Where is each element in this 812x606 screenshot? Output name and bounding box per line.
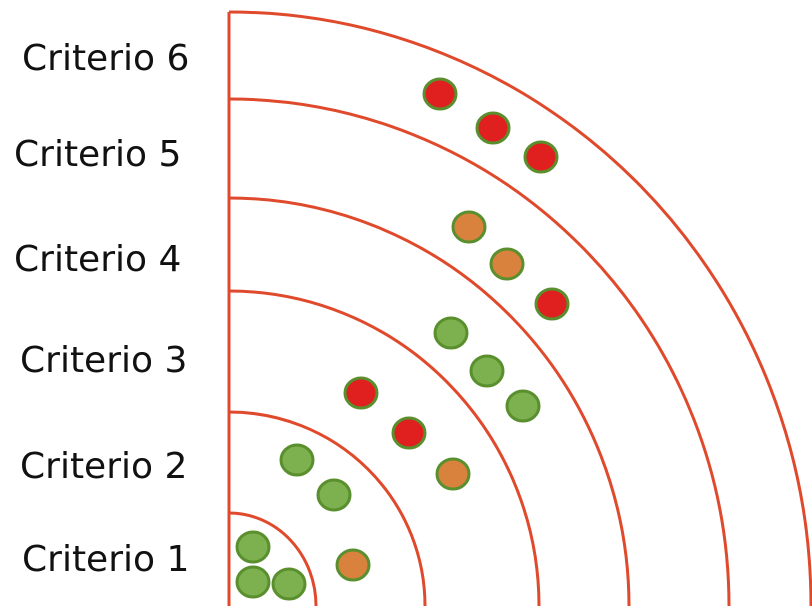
- ring-criterio-6: [228, 10, 812, 606]
- ring-criterio-1: [228, 511, 318, 606]
- dot-green-criterio-1: [271, 567, 307, 601]
- dot-green-criterio-3: [505, 389, 541, 423]
- criterio-1-label: Criterio 1: [22, 539, 189, 580]
- dot-red-criterio-2: [391, 416, 427, 450]
- ring-criterio-3: [228, 289, 541, 606]
- dot-red-criterio-4: [534, 287, 570, 321]
- dot-red-criterio-2: [343, 376, 379, 410]
- dot-orange-criterio-4: [489, 247, 525, 281]
- ring-criterio-4: [228, 196, 631, 606]
- criterio-2-label: Criterio 2: [20, 446, 187, 487]
- dot-red-criterio-5: [422, 77, 458, 111]
- dot-green-criterio-1: [235, 565, 271, 599]
- dot-red-criterio-5: [475, 111, 511, 145]
- dot-red-criterio-5: [523, 140, 559, 174]
- dot-green-criterio-1: [235, 530, 271, 564]
- dot-green-criterio-3: [433, 316, 469, 350]
- dots-group: [235, 77, 570, 601]
- dot-orange-criterio-1: [335, 548, 371, 582]
- rings-group: [228, 10, 812, 606]
- dot-green-criterio-3: [469, 354, 505, 388]
- criterio-6-label: Criterio 6: [22, 38, 189, 79]
- dot-orange-criterio-2: [435, 457, 471, 491]
- ring-criterio-5: [228, 97, 731, 606]
- criterio-5-label: Criterio 5: [14, 134, 181, 175]
- dot-green-criterio-2: [279, 443, 315, 477]
- criterio-3-label: Criterio 3: [20, 340, 187, 381]
- criterio-4-label: Criterio 4: [14, 239, 181, 280]
- ring-criterio-2: [228, 410, 427, 606]
- dot-green-criterio-2: [316, 478, 352, 512]
- dot-orange-criterio-4: [451, 210, 487, 244]
- labels-group: Criterio 6 Criterio 5 Criterio 4 Criteri…: [14, 38, 189, 580]
